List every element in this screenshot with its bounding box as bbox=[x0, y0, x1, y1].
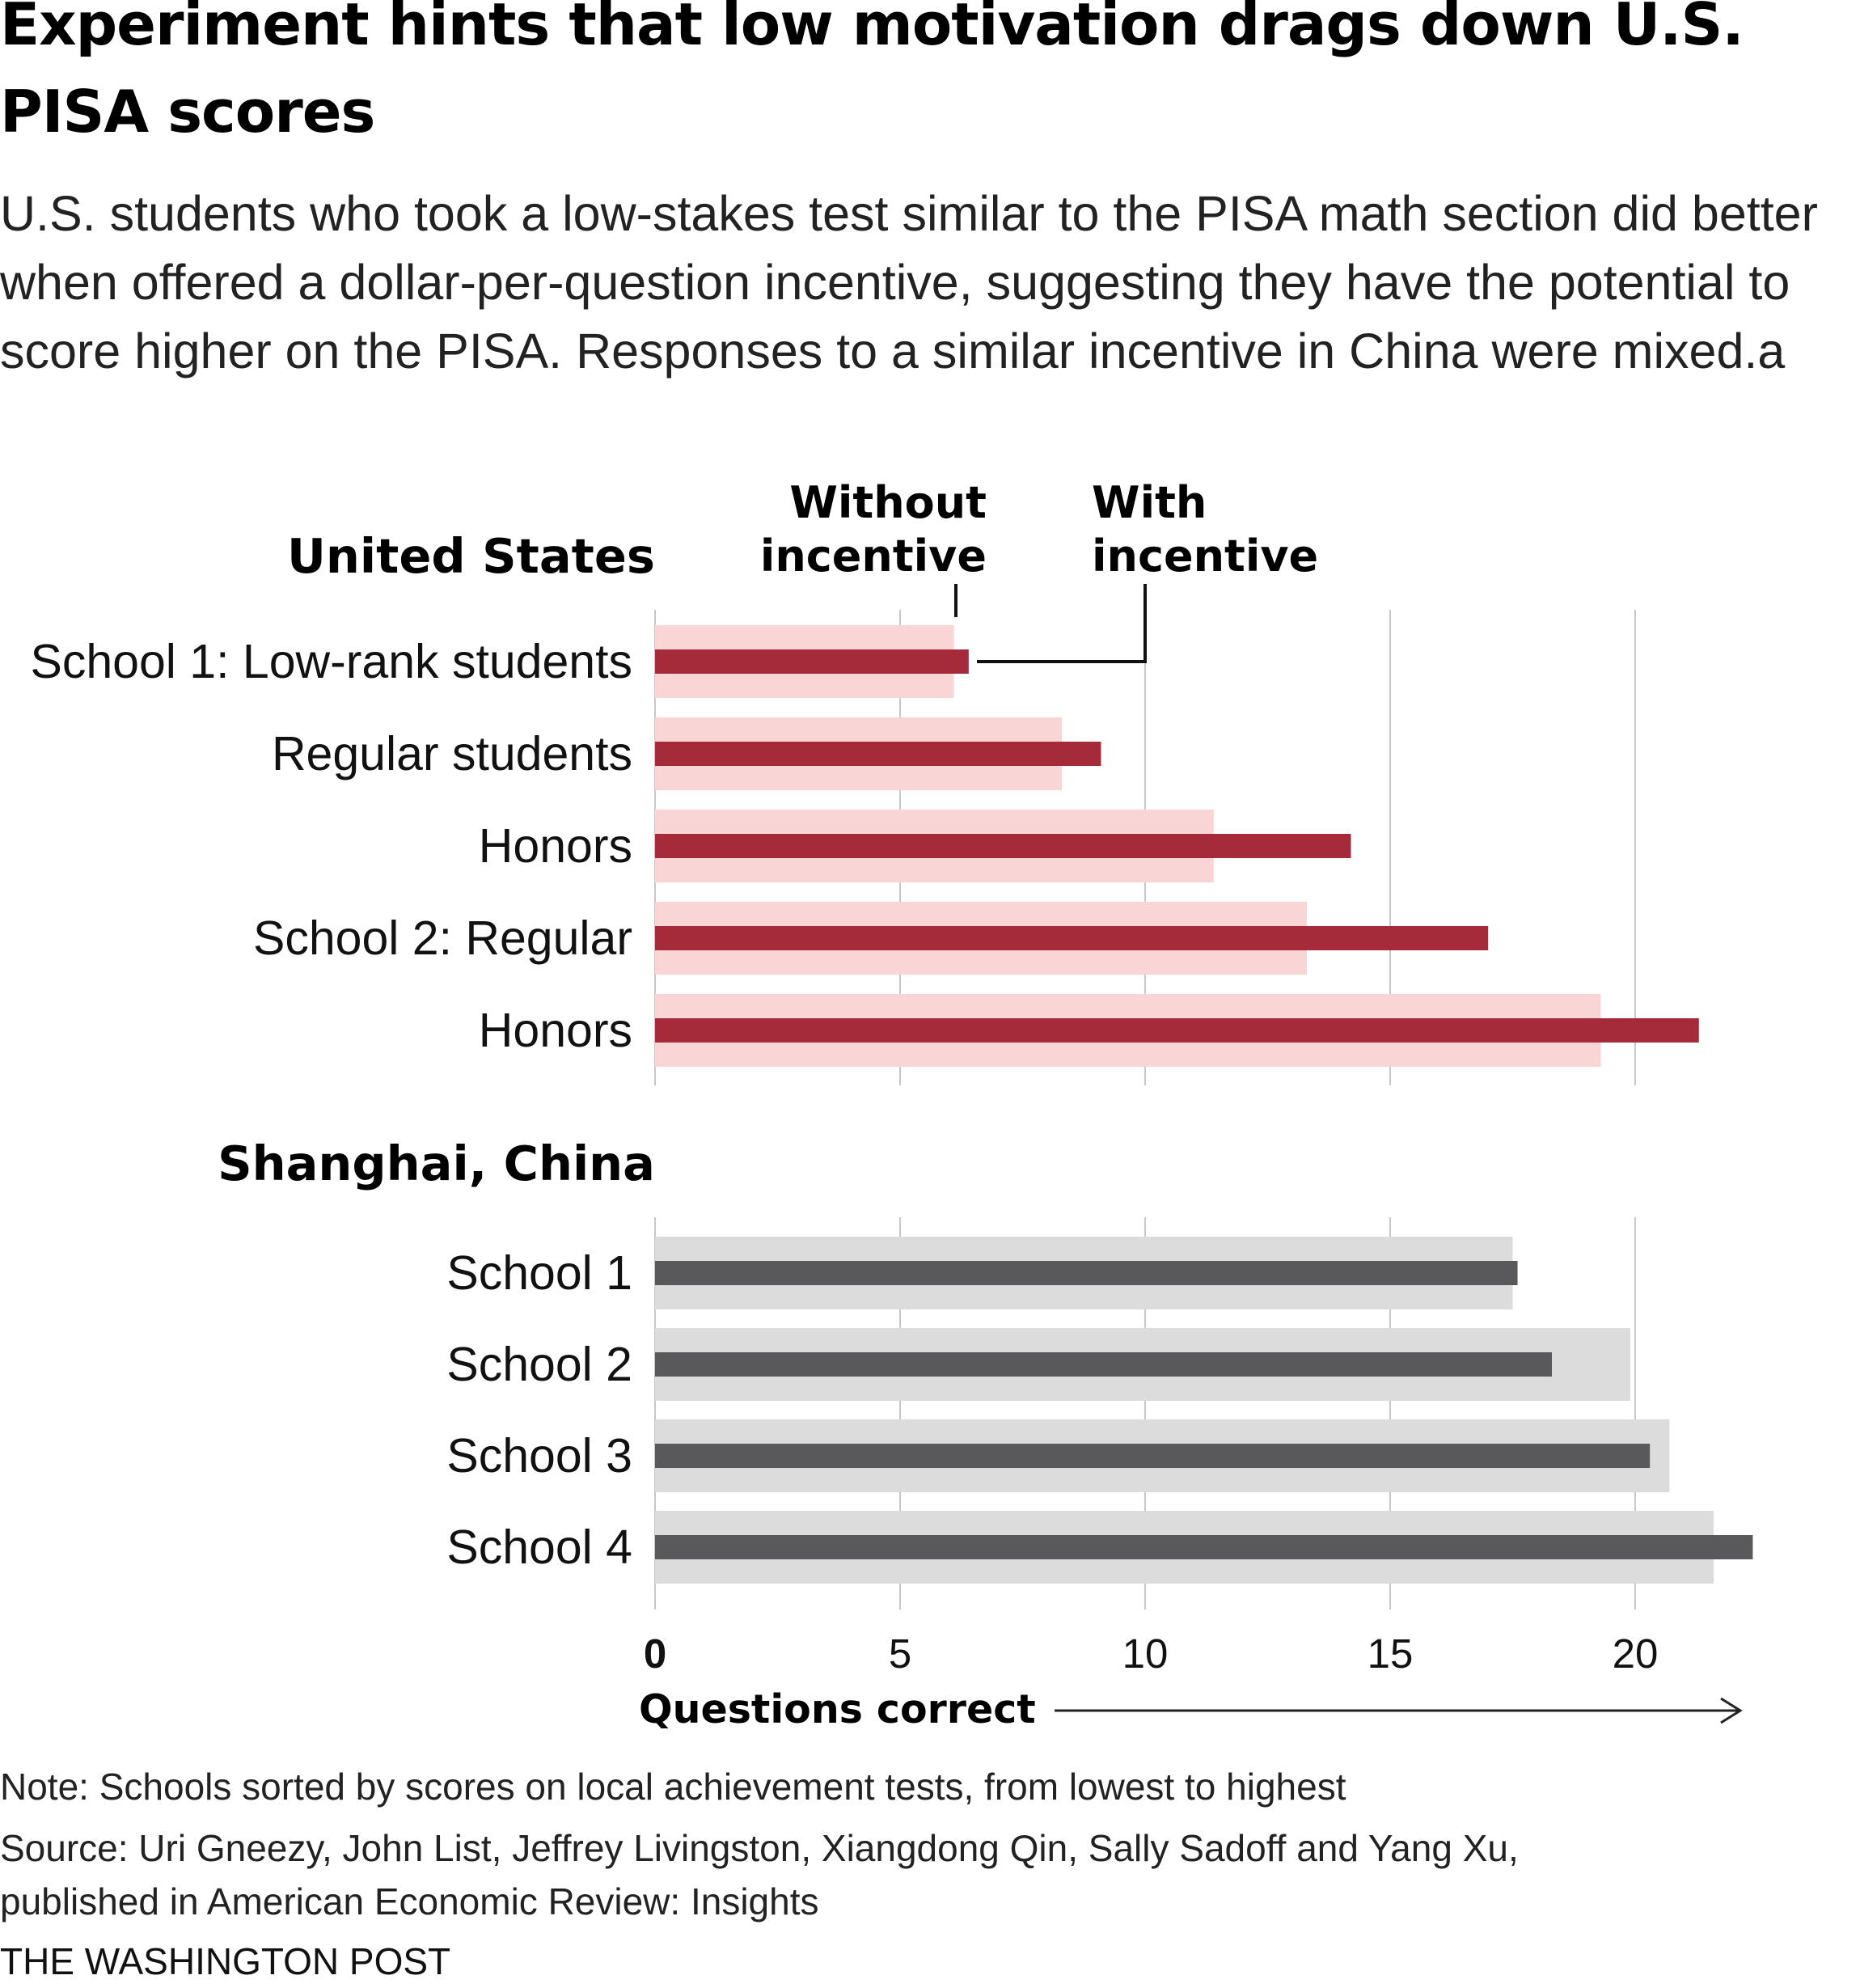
bar-cn-with-incentive bbox=[655, 1444, 1651, 1468]
legend-without-line1: Without bbox=[789, 477, 987, 528]
bar-cn-with-incentive bbox=[655, 1261, 1518, 1285]
category-label: School 2 bbox=[446, 1338, 632, 1391]
panel-title-us: United States bbox=[287, 528, 655, 584]
legend-with-leader bbox=[977, 584, 1147, 663]
credit: THE WASHINGTON POST bbox=[0, 1940, 451, 1982]
category-label: Honors bbox=[479, 1004, 632, 1057]
axis-arrow-head bbox=[1720, 1697, 1743, 1724]
category-label: School 3 bbox=[446, 1429, 632, 1483]
bar-cn-with-incentive bbox=[655, 1535, 1753, 1559]
category-label: School 1: Low-rank students bbox=[31, 635, 632, 688]
legend-with: With incentive bbox=[1092, 477, 1318, 582]
source-line-2: published in American Economic Review: I… bbox=[0, 1880, 819, 1922]
tick-label: 15 bbox=[1368, 1631, 1414, 1677]
source-line-1: Source: Uri Gneezy, John List, Jeffrey L… bbox=[0, 1827, 1519, 1869]
category-label: Honors bbox=[479, 819, 632, 873]
bar-us-with-incentive bbox=[655, 926, 1489, 950]
chart-subtitle: U.S. students who took a low-stakes test… bbox=[0, 186, 1818, 379]
category-label: School 2: Regular bbox=[253, 912, 632, 965]
category-label: School 4 bbox=[446, 1521, 632, 1574]
tick-label: 20 bbox=[1613, 1631, 1659, 1677]
bar-us-with-incentive bbox=[655, 1018, 1699, 1043]
category-label: Regular students bbox=[272, 727, 632, 780]
bar-us-with-incentive bbox=[655, 834, 1351, 858]
tick-label: 10 bbox=[1122, 1631, 1169, 1677]
bar-us-with-incentive bbox=[655, 742, 1101, 766]
tick-label: 5 bbox=[889, 1631, 911, 1677]
note: Note: Schools sorted by scores on local … bbox=[0, 1766, 1346, 1808]
chart-title: Experiment hints that low motivation dra… bbox=[0, 0, 1744, 146]
bars bbox=[655, 625, 1753, 1584]
legend-with-line1: With bbox=[1092, 477, 1207, 528]
legend-without-line2: incentive bbox=[760, 531, 987, 582]
bar-cn-with-incentive bbox=[655, 1352, 1552, 1377]
legend-with-line2: incentive bbox=[1092, 531, 1318, 582]
axis-label: Questions correct bbox=[639, 1686, 1036, 1732]
bar-us-with-incentive bbox=[655, 649, 969, 674]
panel-title-china: Shanghai, China bbox=[218, 1136, 655, 1191]
labels: School 1: Low-rank students Regular stude… bbox=[31, 635, 1659, 1677]
tick-label: 0 bbox=[644, 1631, 666, 1677]
category-label: School 1 bbox=[446, 1246, 632, 1300]
legend-without: Without incentive bbox=[760, 477, 987, 582]
